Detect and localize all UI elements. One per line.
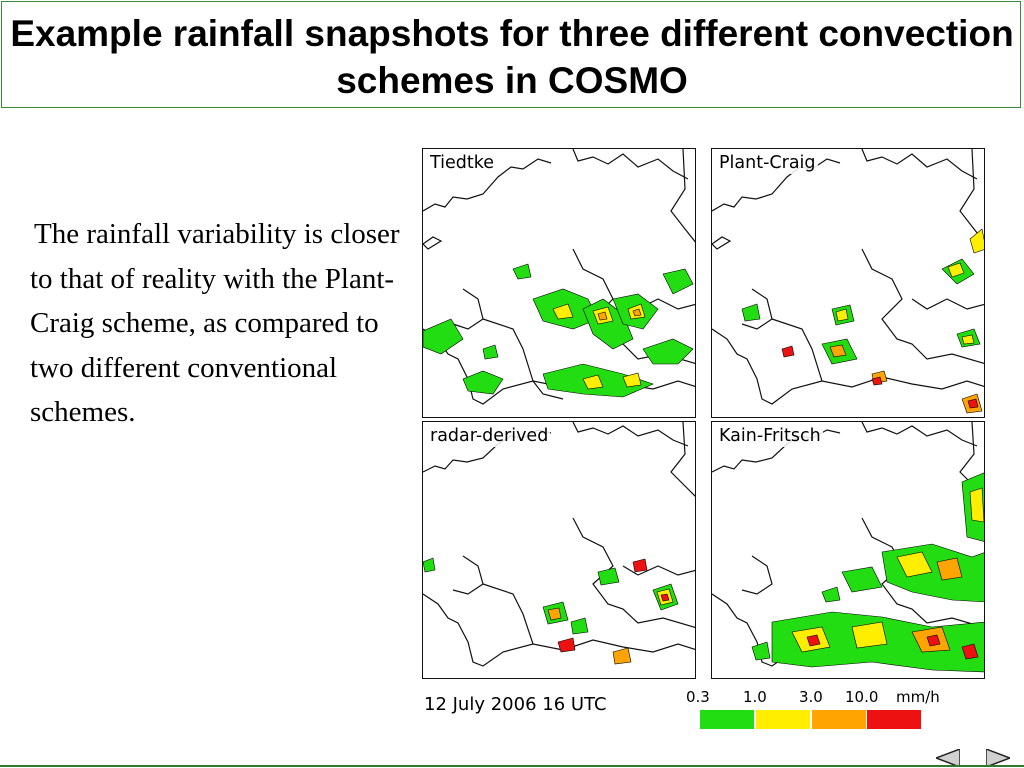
map-panel-tiedtke: Tiedtke xyxy=(422,148,696,418)
legend-level: 1.0 xyxy=(743,688,767,706)
legend-level: 3.0 xyxy=(799,688,823,706)
rainfall-map xyxy=(423,149,695,405)
coastline-borders xyxy=(423,422,695,667)
legend-swatch-orange xyxy=(812,710,866,729)
panel-label: Plant-Craig xyxy=(717,152,818,174)
map-panel-plant-craig: Plant-Craig xyxy=(711,148,985,418)
left-triangle-icon[interactable] xyxy=(936,749,960,767)
rainfall-map xyxy=(712,149,984,414)
legend-unit: mm/h xyxy=(896,688,940,706)
title-box: Example rainfall snapshots for three dif… xyxy=(1,1,1021,108)
legend-level: 0.3 xyxy=(686,688,710,706)
map-panel-kain-fritsch: Kain-Fritsch xyxy=(711,421,985,679)
rainfall-map xyxy=(712,422,984,673)
legend-swatch-red xyxy=(867,710,921,729)
legend-swatch-yellow xyxy=(756,710,810,729)
coastline-borders xyxy=(712,149,984,405)
footer-divider xyxy=(0,765,1024,767)
map-panel-radar-derived: radar-derived xyxy=(422,421,696,679)
right-triangle-icon[interactable] xyxy=(986,749,1010,767)
coastline-borders xyxy=(423,149,695,405)
legend-level: 10.0 xyxy=(845,688,879,706)
panel-label: Tiedtke xyxy=(428,152,497,174)
legend-swatch-green xyxy=(700,710,754,729)
panel-label: radar-derived xyxy=(428,425,551,447)
timestamp-caption: 12 July 2006 16 UTC xyxy=(424,694,607,715)
panel-label: Kain-Fritsch xyxy=(717,425,823,447)
rainfall-map xyxy=(423,422,695,667)
body-text: The rainfall variability is closer to th… xyxy=(30,218,400,428)
slide-title: Example rainfall snapshots for three dif… xyxy=(10,13,1014,101)
